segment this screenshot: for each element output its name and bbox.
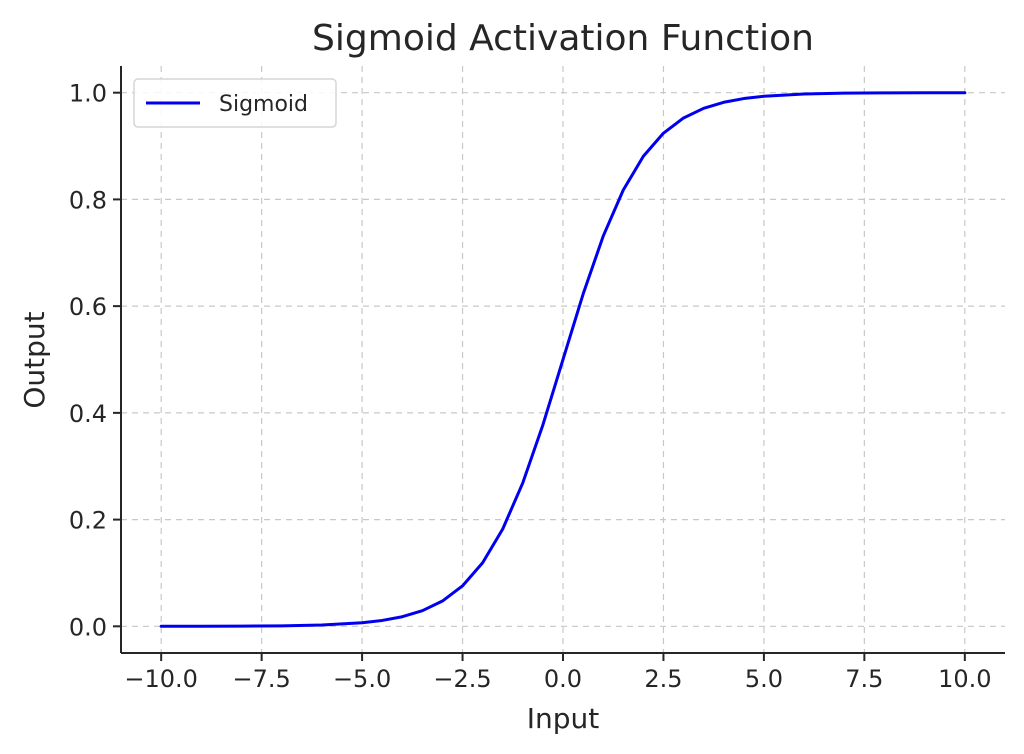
series-line-sigmoid <box>159 91 967 628</box>
legend: Sigmoid <box>133 78 337 128</box>
y-tick-label: 1.0 <box>69 80 107 108</box>
x-tick-label: −5.0 <box>333 665 391 693</box>
y-tick-label: 0.0 <box>69 613 107 641</box>
y-tick-label: 0.2 <box>69 507 107 535</box>
x-axis: −10.0 −7.5 −5.0 −2.5 0.0 2.5 5.0 7.5 10.0 <box>124 653 992 693</box>
x-axis-label: Input <box>527 702 600 735</box>
y-tick-label: 0.4 <box>69 400 107 428</box>
y-tick-label: 0.6 <box>69 293 107 321</box>
chart-title: Sigmoid Activation Function <box>312 18 814 59</box>
x-tick-label: 7.5 <box>845 665 883 693</box>
x-tick-label: 5.0 <box>745 665 783 693</box>
x-tick-label: −7.5 <box>232 665 290 693</box>
y-axis-label: Output <box>18 311 51 408</box>
x-tick-label: 10.0 <box>938 665 991 693</box>
y-tick-label: 0.8 <box>69 186 107 214</box>
x-tick-label: −10.0 <box>124 665 198 693</box>
x-tick-label: 0.0 <box>544 665 582 693</box>
x-tick-label: −2.5 <box>433 665 491 693</box>
plot-area <box>159 91 967 628</box>
legend-box <box>133 78 337 128</box>
x-tick-label: 2.5 <box>644 665 682 693</box>
legend-label: Sigmoid <box>219 92 308 117</box>
y-axis: 0.0 0.2 0.4 0.6 0.8 1.0 <box>69 80 121 641</box>
